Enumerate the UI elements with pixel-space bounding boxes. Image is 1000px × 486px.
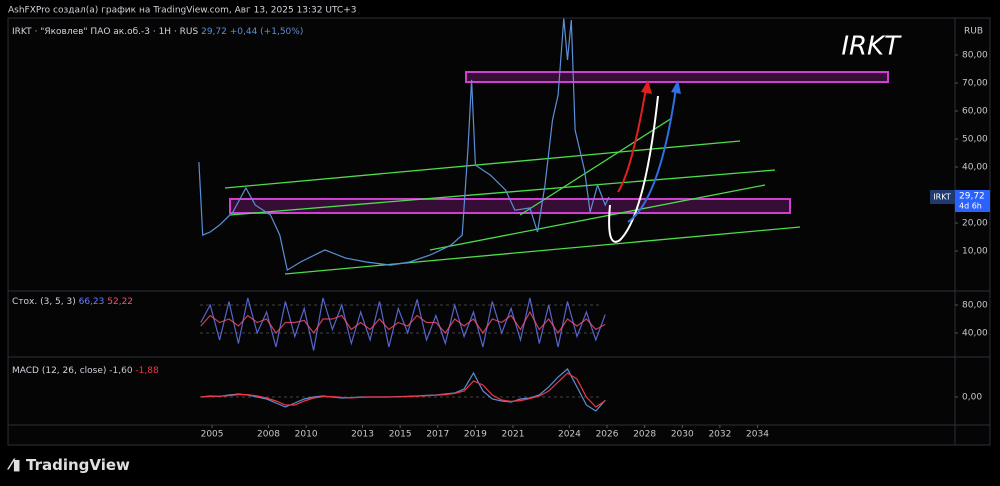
y-tick-label: 20,00 (962, 219, 988, 229)
y-tick-label: 80,00 (962, 50, 988, 60)
series-line (200, 372, 606, 408)
arrowhead (641, 80, 652, 94)
x-tick-label: 2015 (389, 430, 412, 440)
trendline (229, 169, 776, 216)
stoch-title: Стох. (3, 5, 3) (12, 297, 76, 307)
quote: 29,72 (201, 27, 227, 37)
x-tick-label: 2034 (746, 430, 769, 440)
series-line (198, 18, 610, 272)
x-tick-label: 2024 (558, 430, 581, 440)
change: +0,44 (+1,50%) (230, 27, 304, 37)
x-tick-label: 2005 (201, 430, 224, 440)
y-tick-label: 50,00 (962, 135, 988, 145)
series-line (200, 310, 606, 335)
y-tick-label: 80,00 (962, 301, 988, 311)
x-tick-label: 2032 (708, 430, 731, 440)
series-line (200, 297, 606, 351)
logo: ⁄▮ TradingView (7, 456, 130, 474)
y-tick-label: 0,00 (962, 393, 982, 403)
y-tick-label: 10,00 (962, 247, 988, 257)
projection (627, 87, 677, 223)
plot: 10,00 20,00 40,00 50,00 60,00 70,00 80,00 2005 2… (198, 18, 988, 440)
y-tick-label: 40,00 (962, 163, 988, 173)
x-tick-label: 2021 (502, 430, 525, 440)
macd-title: MACD (12, 26, close) (12, 366, 106, 376)
stoch-d: 52,22 (107, 297, 133, 307)
legend: Стох. (3, 5, 3) 66,23 52,22 (12, 297, 133, 307)
trendline (519, 117, 673, 216)
macd-value: -1,60 (109, 366, 133, 376)
y-tick-label: 40,00 (962, 328, 988, 338)
y-tick-label: 70,00 (962, 78, 988, 88)
pane (200, 297, 606, 351)
x-tick-label: 2010 (295, 430, 318, 440)
x-tick-label: 2026 (596, 430, 619, 440)
price-tag-symbol-box (930, 190, 955, 204)
pane (200, 368, 606, 412)
projection (608, 95, 659, 243)
legend: IRKT · "Яковлев" ПАО ак.об.-3 · 1H · RUS… (12, 27, 303, 37)
trendline (284, 226, 801, 275)
y-tick-label: 60,00 (962, 107, 988, 117)
pane (198, 18, 610, 272)
zone (229, 198, 791, 214)
x-tick-label: 2019 (464, 430, 487, 440)
header: AshFXPro создал(а) график на TradingView… (8, 6, 356, 16)
signal-value: -1,88 (135, 366, 159, 376)
drawings (224, 71, 889, 275)
chart-frame (7, 17, 991, 446)
x-tick-label: 2030 (671, 430, 694, 440)
arrowhead (671, 80, 681, 94)
arrow (617, 87, 647, 193)
price-tag: 29,72 (959, 192, 985, 202)
price-tag-box (955, 190, 990, 212)
legend: MACD (12, 26, close) -1,60 -1,88 (12, 366, 159, 376)
symbol-title: IRKT · "Яковлев" ПАО ак.об.-3 · 1H · RUS (12, 27, 198, 37)
watermark: IRKT (841, 32, 902, 62)
currency: RUB (964, 27, 983, 37)
price-tag-symbol: IRKT (933, 193, 951, 202)
x-tick-label: 2008 (257, 430, 280, 440)
x-tick-label: 2028 (633, 430, 656, 440)
logo-text: TradingView (26, 456, 130, 474)
countdown: 4d 6h (959, 202, 982, 211)
x-tick-label: 2013 (351, 430, 374, 440)
x-tick-label: 2017 (426, 430, 449, 440)
stoch-k: 66,23 (79, 297, 105, 307)
zone (465, 71, 889, 83)
trendline (224, 140, 741, 189)
trendline (429, 184, 766, 251)
